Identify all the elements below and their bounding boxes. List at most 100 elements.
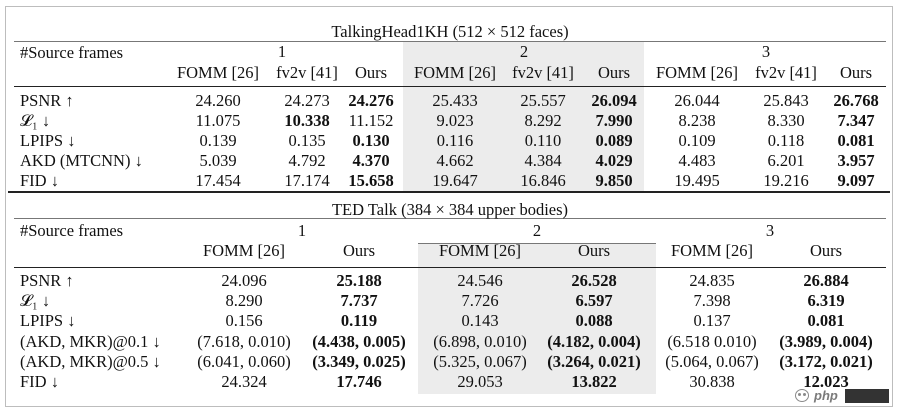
table1-cell: 0.139 [199, 131, 237, 150]
table1-cell: 0.118 [767, 131, 805, 150]
table1-row-metric: LPIPS ↓ [20, 131, 76, 150]
table2-title: TED Talk (384 × 384 upper bodies) [331, 200, 569, 219]
table2-cell: 6.597 [575, 291, 613, 310]
table2-row-metric: LPIPS ↓ [20, 311, 76, 330]
table1-row-header: #Source frames [20, 43, 124, 62]
table2-cell: 13.822 [571, 372, 617, 391]
table2-group-label: 3 [765, 221, 775, 240]
table1-cell: 10.338 [284, 111, 330, 130]
table2-group2-subrule [418, 243, 656, 244]
table1-row-metric: PSNR ↑ [20, 91, 74, 110]
table1-cell: 0.116 [436, 131, 474, 150]
table2-cell: 24.546 [457, 271, 503, 290]
table2-group-label: 2 [532, 221, 542, 240]
table1-title-rule [14, 41, 886, 42]
watermark-block [845, 389, 889, 403]
table1-cell: 25.433 [432, 91, 478, 110]
table1-cell: 26.044 [674, 91, 720, 110]
table1-column-header: Ours [597, 63, 631, 82]
table2-cell: (6.898, 0.010) [433, 332, 527, 351]
table2-cell: 24.096 [221, 271, 267, 290]
table1-cell: 17.454 [195, 171, 241, 190]
table1-cell: 26.768 [833, 91, 879, 110]
table2-cell: 25.188 [336, 271, 382, 290]
table1-cell: 0.135 [288, 131, 326, 150]
table1-column-header: fv2v [41] [276, 63, 338, 82]
table2-cell: 30.838 [689, 372, 735, 391]
table2-cell: (6.041, 0.060) [197, 352, 291, 371]
table2-cell: 17.746 [336, 372, 382, 391]
table1-cell: 0.110 [524, 131, 562, 150]
table1-cell: 9.097 [837, 171, 875, 190]
table1-cell: 11.075 [195, 111, 241, 130]
table2-row-metric: PSNR ↑ [20, 271, 74, 290]
table2-cell: 0.143 [461, 311, 499, 330]
table2-title-rule [14, 218, 886, 219]
table1-cell: 8.330 [767, 111, 805, 130]
table2-column-header: Ours [809, 241, 843, 260]
table1-column-header: FOMM [26] [655, 63, 739, 82]
watermark-text: php [814, 388, 838, 403]
table2-column-header: FOMM [26] [670, 241, 754, 260]
table1-cell: 24.273 [284, 91, 330, 110]
table2-row-metric: FID ↓ [20, 372, 59, 391]
table1-cell: 26.094 [591, 91, 637, 110]
wechat-icon [795, 389, 809, 402]
table1-cell: 24.276 [348, 91, 394, 110]
table1-cell: 15.658 [348, 171, 394, 190]
table1-column-header: fv2v [41] [755, 63, 817, 82]
table1-group-label: 1 [277, 42, 287, 61]
table2-row-metric: 𝓛₁ ↓ [20, 291, 51, 310]
table1-cell: 4.370 [352, 151, 390, 170]
table2-cell: (5.325, 0.067) [433, 352, 527, 371]
table1-cell: 0.109 [678, 131, 716, 150]
table1-column-header: FOMM [26] [413, 63, 497, 82]
table1-row-metric: AKD (MTCNN) ↓ [20, 151, 143, 170]
table2-cell: 0.137 [693, 311, 731, 330]
table1-cell: 4.483 [678, 151, 716, 170]
table2-cell: 26.528 [571, 271, 617, 290]
table1-group2-shade [403, 41, 644, 191]
table2-group-label: 1 [297, 221, 307, 240]
table1-cell: 19.647 [432, 171, 478, 190]
table1-cell: 0.089 [595, 131, 633, 150]
table2-cell: 24.324 [221, 372, 267, 391]
table2-row-header: #Source frames [20, 221, 124, 240]
table2-cell: (5.064, 0.067) [665, 352, 759, 371]
table1-cell: 4.384 [524, 151, 562, 170]
table1-cell: 4.792 [288, 151, 326, 170]
table2-cell: (3.264, 0.021) [547, 352, 641, 371]
table1-cell: 25.557 [520, 91, 566, 110]
table2-cell: (4.182, 0.004) [547, 332, 641, 351]
table1-group-label: 3 [761, 42, 771, 61]
table2-cell: 0.156 [225, 311, 263, 330]
table2-row-metric: (AKD, MKR)@0.5 ↓ [20, 352, 161, 371]
table1-header-rule [14, 86, 886, 87]
table1-title: TalkingHead1KH (512 × 512 faces) [331, 22, 569, 41]
table2-cell: 7.726 [461, 291, 499, 310]
table2-cell: 0.119 [340, 311, 378, 330]
table1-cell: 25.843 [763, 91, 809, 110]
table1-cell: 11.152 [348, 111, 394, 130]
table2-row-metric: (AKD, MKR)@0.1 ↓ [20, 332, 161, 351]
table2-cell: 29.053 [457, 372, 503, 391]
table2-column-header: FOMM [26] [202, 241, 286, 260]
table1-column-header: Ours [354, 63, 388, 82]
table2-cell: 7.737 [340, 291, 378, 310]
table2-group2-shade [418, 244, 656, 394]
table1-group-label: 2 [519, 42, 529, 61]
table1-row-metric: 𝓛₁ ↓ [20, 111, 51, 130]
table-divider-rule [8, 191, 890, 193]
table2-cell: 6.319 [807, 291, 845, 310]
table1-cell: 7.990 [595, 111, 633, 130]
table1-cell: 7.347 [837, 111, 875, 130]
table1-cell: 19.216 [763, 171, 809, 190]
table2-cell: 0.081 [807, 311, 845, 330]
table1-cell: 0.130 [352, 131, 390, 150]
table1-cell: 4.662 [436, 151, 474, 170]
table2-header-rule [14, 267, 886, 268]
table1-cell: 24.260 [195, 91, 241, 110]
table2-cell: (7.618, 0.010) [197, 332, 291, 351]
table1-cell: 17.174 [284, 171, 330, 190]
table2-cell: 12.023 [803, 372, 849, 391]
